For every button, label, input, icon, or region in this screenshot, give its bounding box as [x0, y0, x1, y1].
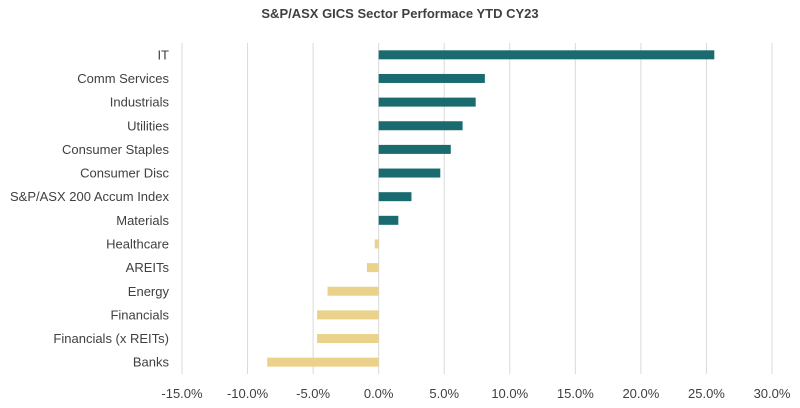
bar — [366, 263, 379, 273]
category-label: Utilities — [127, 118, 169, 133]
grid-lines — [181, 43, 773, 374]
x-tick-label: 20.0% — [622, 386, 659, 401]
bar — [317, 334, 379, 344]
x-tick-labels: -15.0% -10.0% -5.0% 0.0% 5.0% 10.0% 15.0% 20.0%… — [161, 386, 790, 401]
bar — [378, 192, 412, 202]
category-label: Financials — [110, 307, 169, 322]
bar — [267, 357, 379, 367]
x-tick-label: 15.0% — [557, 386, 594, 401]
category-label: S&P/ASX 200 Accum Index — [10, 189, 169, 204]
category-label: Healthcare — [106, 236, 169, 251]
category-label: Financials (x REITs) — [53, 331, 169, 346]
bar — [378, 73, 485, 83]
x-tick-label: -5.0% — [296, 386, 330, 401]
x-tick-label: -15.0% — [161, 386, 203, 401]
bar — [378, 121, 463, 131]
category-label: IT — [157, 47, 169, 62]
bar — [378, 97, 476, 107]
bars — [267, 50, 715, 367]
bar — [378, 215, 399, 225]
x-tick-label: -10.0% — [227, 386, 269, 401]
category-label: Energy — [128, 284, 170, 299]
bar — [378, 144, 451, 154]
bar — [327, 286, 379, 296]
category-label: Industrials — [110, 95, 170, 110]
category-labels: IT Comm Services Industrials Utilities Consu… — [10, 47, 169, 369]
bar — [378, 50, 715, 60]
bar — [317, 310, 379, 320]
category-label: Consumer Staples — [62, 142, 169, 157]
category-label: Consumer Disc — [80, 166, 169, 181]
bar — [374, 239, 379, 249]
chart-title: S&P/ASX GICS Sector Performace YTD CY23 — [261, 6, 539, 21]
x-tick-label: 30.0% — [754, 386, 791, 401]
x-tick-label: 5.0% — [429, 386, 459, 401]
category-label: Materials — [116, 213, 169, 228]
x-tick-label: 25.0% — [688, 386, 725, 401]
x-tick-label: 10.0% — [491, 386, 528, 401]
category-label: AREITs — [126, 260, 170, 275]
category-label: Comm Services — [77, 71, 169, 86]
category-label: Banks — [133, 355, 170, 370]
x-tick-label: 0.0% — [364, 386, 394, 401]
bar — [378, 168, 441, 178]
